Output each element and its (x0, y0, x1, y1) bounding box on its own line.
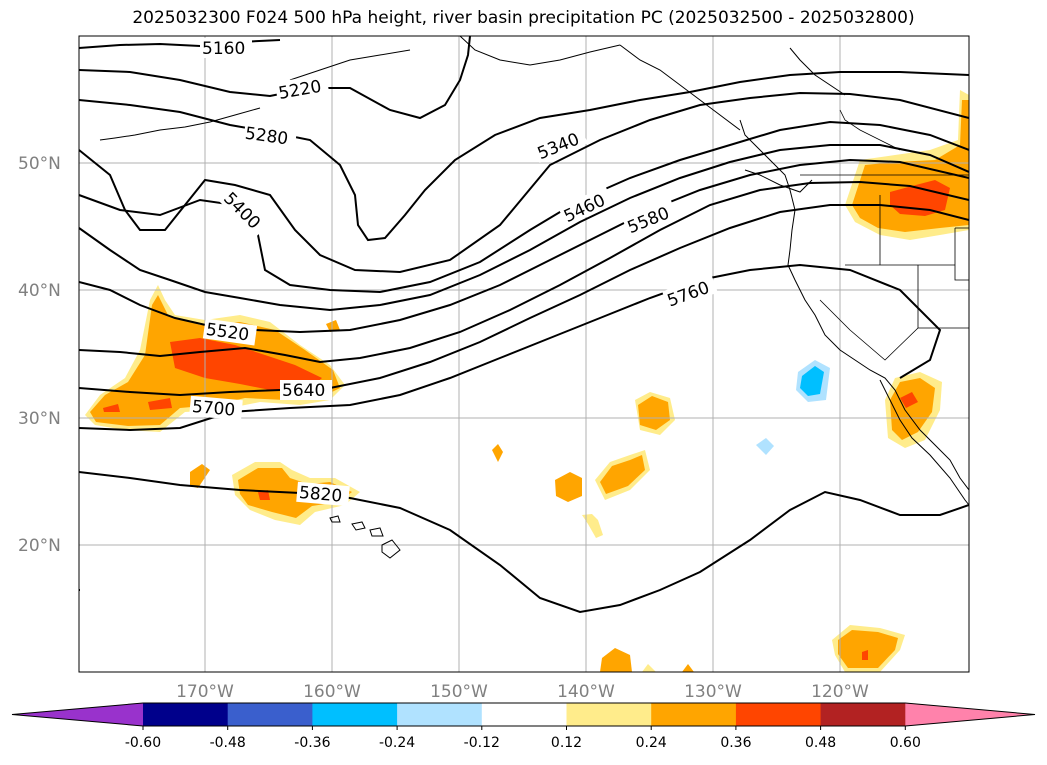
lat-label: 20°N (18, 536, 61, 556)
map-frame (78, 35, 970, 673)
contour-5760 (79, 471, 969, 614)
precip-area (800, 366, 824, 396)
precip-area (890, 378, 935, 440)
colorbar-tick-label: 0.48 (805, 735, 836, 751)
lon-label: 160°W (303, 682, 361, 702)
lon-label: 170°W (176, 682, 234, 702)
precip-area (862, 650, 868, 660)
colorbar-tick-label: -0.48 (210, 735, 246, 751)
colorbar-swatch (735, 703, 822, 726)
colorbar: -0.60 -0.48 -0.36 -0.24 -0.12 0.12 0.24 0.36 0.4… (11, 702, 1036, 751)
contour-5520 (79, 158, 969, 334)
contour-5640 (79, 204, 969, 397)
colorbar-tick-label: -0.36 (294, 735, 330, 751)
precip-shading (85, 90, 969, 672)
colorbar-swatch (227, 703, 313, 726)
colorbar-tick-label: -0.24 (379, 735, 415, 751)
contour-5340 (79, 91, 969, 274)
colorbar-extend-max (905, 703, 1035, 726)
precip-area (838, 630, 898, 668)
latitude-labels: 50°N 40°N 30°N 20°N (18, 154, 61, 556)
colorbar-tick-label: 0.12 (551, 735, 582, 751)
contour-5220 (79, 36, 471, 120)
contour-label: 5220 (277, 77, 323, 104)
lat-label: 40°N (18, 281, 61, 301)
precip-area (638, 396, 670, 430)
contour-label: 5280 (244, 124, 290, 150)
colorbar-tick-label: -0.12 (464, 735, 500, 751)
colorbar-swatch (820, 703, 906, 726)
precip-area (555, 472, 582, 502)
contour-label: 5820 (298, 483, 343, 507)
contour-5580 (79, 180, 969, 364)
contour-5460 (79, 144, 969, 312)
longitude-labels: 170°W 160°W 150°W 140°W 130°W 120°W (176, 682, 869, 702)
lon-label: 150°W (430, 682, 488, 702)
precip-area (148, 398, 172, 410)
precip-area (190, 464, 210, 488)
coastlines (99, 36, 969, 559)
colorbar-extend-min (12, 703, 143, 726)
precip-area (682, 664, 694, 672)
contour-label: 5640 (282, 381, 325, 401)
precip-area (900, 392, 918, 408)
contour-label: 5700 (191, 397, 236, 421)
height-contours (79, 36, 969, 614)
precip-area (258, 490, 270, 500)
lon-label: 120°W (811, 682, 869, 702)
borders (800, 109, 969, 361)
colorbar-swatch (397, 703, 483, 726)
contour-label: 5160 (202, 39, 245, 59)
contour-5280 (79, 71, 969, 242)
colorbar-swatch (481, 703, 567, 726)
colorbar-swatch (566, 703, 652, 726)
contour-5400 (79, 120, 969, 294)
map-plot-area: 5160 5220 5280 5340 5400 5460 5520 5580 … (79, 36, 969, 672)
lat-label: 30°N (18, 409, 61, 429)
colorbar-tick-label: -0.60 (125, 735, 161, 751)
colorbar-swatch (312, 703, 398, 726)
colorbar-tick-label: 0.60 (890, 735, 921, 751)
precip-area (600, 455, 645, 494)
lat-label: 50°N (18, 154, 61, 174)
map-title: 2025032300 F024 500 hPa height, river ba… (132, 8, 915, 28)
colorbar-swatch (143, 703, 229, 726)
colorbar-tick-label: 0.36 (720, 735, 751, 751)
precip-area (582, 514, 603, 538)
precip-area (326, 320, 340, 332)
lon-label: 130°W (684, 682, 742, 702)
precip-area (103, 404, 120, 412)
precip-area (642, 664, 656, 672)
precip-area (756, 438, 774, 455)
precip-area (600, 648, 632, 672)
lon-label: 140°W (557, 682, 615, 702)
precip-area (492, 444, 503, 462)
colorbar-tick-label: 0.24 (636, 735, 667, 751)
colorbar-swatch (651, 703, 737, 726)
